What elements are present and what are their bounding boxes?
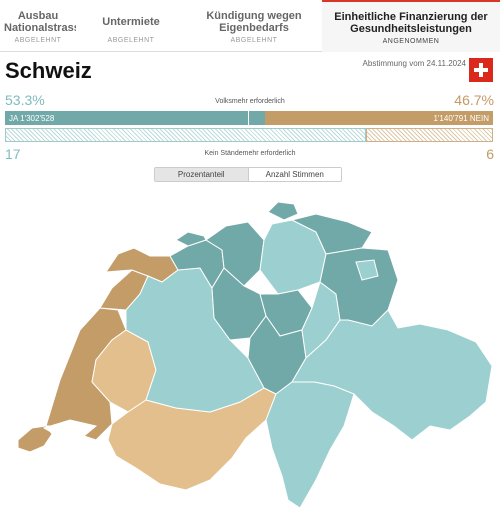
canton-yes-segment <box>5 128 366 142</box>
vote-date: Abstimmung vom 24.11.2024 <box>363 59 466 68</box>
tab-status: ABGELEHNT <box>76 37 186 44</box>
popular-majority-label: Volksmehr erforderlich <box>0 98 500 105</box>
canton-no-segment <box>366 128 493 142</box>
majority-marker <box>248 111 249 125</box>
canton-majority-bar <box>5 128 493 142</box>
tab-untermiete[interactable]: Untermiete ABGELEHNT <box>76 0 186 52</box>
popular-vote-bar: JA 1'302'528 1'140'791 NEIN <box>5 111 493 125</box>
no-percentage: 46.7% <box>454 92 494 108</box>
tab-title: Kündigung wegen Eigenbedarfs <box>186 10 322 34</box>
tab-status: ABGELEHNT <box>0 37 76 44</box>
vote-tabs: Ausbau Nationalstrassen ABGELEHNT Unterm… <box>0 0 500 52</box>
tab-status: ABGELEHNT <box>186 37 322 44</box>
display-mode-toggle: Prozentanteil Anzahl Stimmen <box>154 167 342 182</box>
tab-ausbau-nationalstrassen[interactable]: Ausbau Nationalstrassen ABGELEHNT <box>0 0 76 52</box>
tab-title: Ausbau Nationalstrassen <box>0 10 76 34</box>
tab-title: Einheitliche Finanzierung der Gesundheit… <box>322 11 500 35</box>
tab-einheitliche-finanzierung[interactable]: Einheitliche Finanzierung der Gesundheit… <box>322 0 500 52</box>
yes-votes-count: JA 1'302'528 <box>9 114 54 123</box>
tab-kuendigung-eigenbedarf[interactable]: Kündigung wegen Eigenbedarfs ABGELEHNT <box>186 0 322 52</box>
canton-no-count: 6 <box>486 146 494 162</box>
no-votes-count: 1'140'791 NEIN <box>433 114 489 123</box>
swiss-flag-icon <box>469 58 493 82</box>
toggle-vote-count[interactable]: Anzahl Stimmen <box>248 168 342 181</box>
tab-status: ANGENOMMEN <box>322 38 500 45</box>
canton-majority-label: Kein Ständemehr erforderlich <box>0 150 500 157</box>
page-title: Schweiz <box>5 58 92 84</box>
canton-schaffhausen[interactable] <box>268 202 298 220</box>
switzerland-map <box>0 190 500 518</box>
tab-title: Untermiete <box>76 16 186 28</box>
toggle-percentage[interactable]: Prozentanteil <box>155 168 248 181</box>
canton-ticino[interactable] <box>266 382 354 508</box>
